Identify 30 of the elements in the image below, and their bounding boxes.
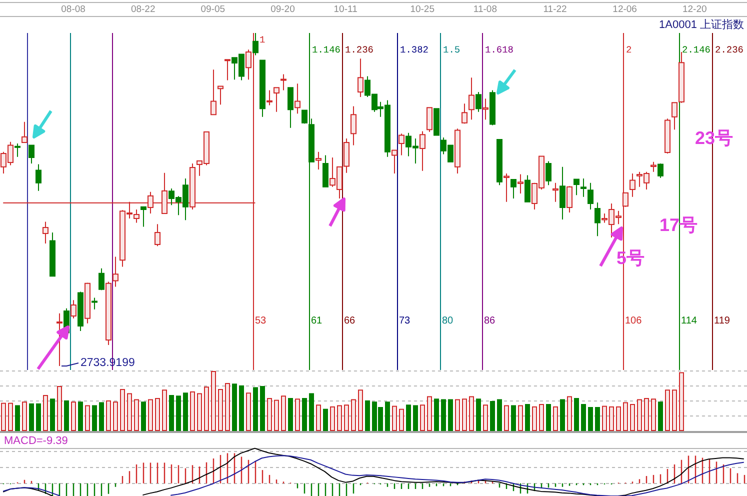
annotation: 1.382: [400, 44, 429, 56]
annotation: 66: [344, 316, 356, 326]
annotation: 1.5: [443, 44, 460, 56]
chart-title: MACD=-9.39: [4, 435, 68, 447]
annotation: 86: [484, 316, 496, 326]
chart-title: 1A0001 上证指数: [659, 18, 744, 31]
annotation: 53: [255, 316, 267, 326]
annotation: 73: [399, 316, 411, 326]
annotation: 1.236: [345, 44, 374, 56]
x-tick-label: 10-25: [410, 4, 435, 15]
x-tick-label: 11-08: [473, 4, 497, 15]
annotation: 1: [260, 34, 266, 46]
annotation: 119: [714, 316, 730, 326]
annotation: 2: [626, 44, 632, 56]
annotation: 61: [311, 316, 323, 326]
x-tick-label: 12-20: [682, 4, 707, 15]
annotation: 114: [681, 316, 698, 326]
annotation: 2.236: [715, 44, 744, 56]
annotation: 2.146: [682, 44, 711, 56]
annotation: 1.146: [312, 44, 341, 56]
x-tick-label: 08-22: [130, 4, 156, 15]
x-tick-label: 09-20: [270, 4, 295, 15]
x-tick-label: 08-08: [61, 4, 86, 15]
annotation: 106: [625, 316, 642, 326]
annotation: 1.618: [485, 44, 514, 56]
x-tick-label: 11-22: [543, 4, 567, 15]
x-tick-label: 10-11: [334, 4, 358, 15]
x-tick-label: 09-05: [200, 4, 226, 15]
x-tick-label: 12-06: [612, 4, 637, 15]
annotation: 80: [442, 316, 454, 326]
